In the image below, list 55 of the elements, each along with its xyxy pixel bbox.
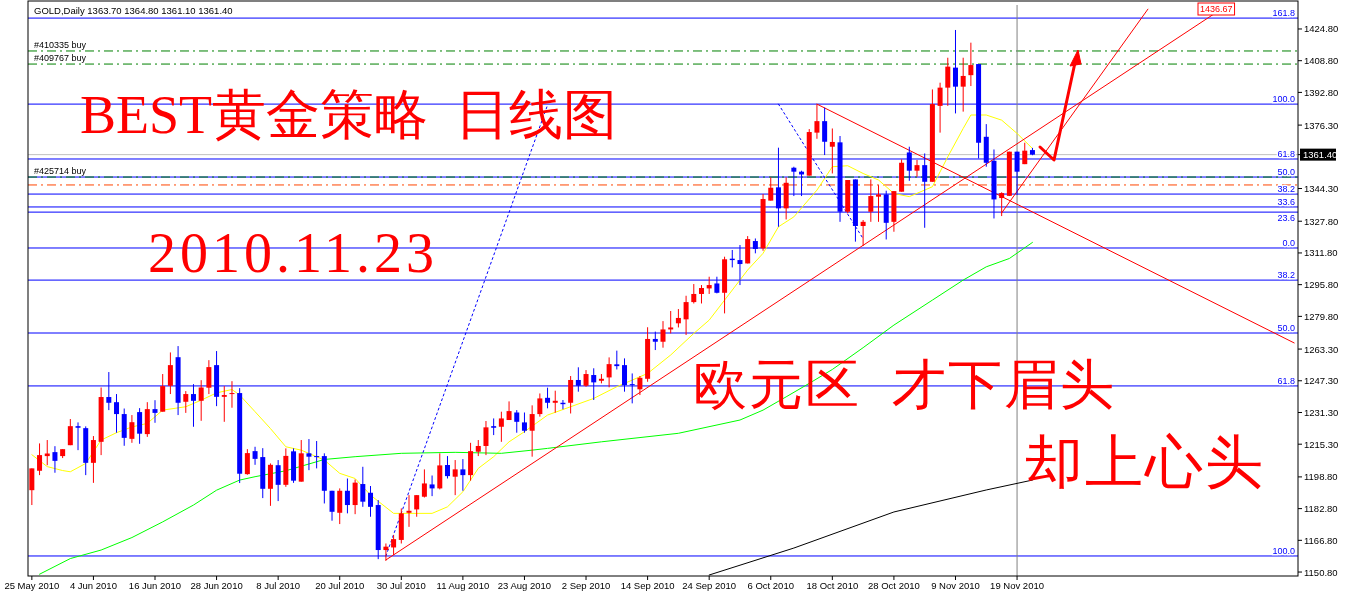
y-tick-label: 1311.80 (1304, 247, 1338, 259)
ref-line-label: #410335 buy (34, 39, 87, 50)
y-tick-label: 1247.30 (1304, 375, 1339, 387)
level-label: 23.6 (1277, 213, 1295, 224)
x-tick-label: 19 Nov 2010 (990, 580, 1044, 591)
level-label: 61.8 (1277, 375, 1295, 386)
level-label: 38.2 (1277, 184, 1295, 195)
x-tick-label: 16 Jun 2010 (128, 580, 182, 591)
y-tick-label: 1295.80 (1304, 279, 1339, 291)
x-tick-label: 24 Sep 2010 (682, 580, 737, 591)
level-label: 100.0 (1272, 546, 1295, 556)
level-label: 100.0 (1272, 94, 1295, 105)
x-tick-label: 25 May 2010 (4, 580, 60, 591)
x-tick-label: 6 Oct 2010 (747, 580, 794, 591)
x-tick-label: 18 Oct 2010 (806, 580, 859, 591)
x-tick-label: 30 Jul 2010 (376, 580, 426, 591)
annotation: 却上心头 (1025, 430, 1265, 495)
y-tick-label: 1166.80 (1304, 534, 1338, 546)
y-tick-label: 1150.80 (1304, 566, 1338, 578)
y-tick-label: 1408.80 (1304, 55, 1339, 67)
level-label: 161.8 (1272, 8, 1295, 19)
level-label: 50.0 (1277, 323, 1295, 333)
annotation: 1436.67 (1197, 2, 1236, 16)
y-tick-label: 1376.30 (1304, 119, 1339, 131)
x-tick-label: 14 Sep 2010 (620, 580, 675, 591)
level-label: 0.0 (1282, 238, 1295, 248)
x-tick-label: 11 Aug 2010 (436, 580, 490, 591)
ref-line-label: #425714 buy (34, 166, 87, 177)
y-tick-label: 1182.80 (1304, 503, 1338, 515)
x-tick-label: 4 Jun 2010 (69, 580, 117, 591)
ref-line-label: #409767 buy (34, 53, 87, 64)
y-tick-label: 1424.80 (1304, 23, 1339, 35)
level-label: 33.6 (1277, 196, 1295, 207)
x-tick-label: 28 Oct 2010 (868, 580, 920, 591)
ref-line: #409767 buy (27, 53, 1299, 65)
annotation: 2010.11.23 (148, 222, 438, 284)
level-label: 38.2 (1277, 270, 1295, 281)
chart-title: GOLD,Daily 1363.70 1364.80 1361.10 1361.40 (34, 5, 233, 16)
y-tick-label: 1392.80 (1304, 86, 1339, 98)
x-tick-label: 28 Jun 2010 (190, 580, 243, 591)
y-tick-label: 1231.30 (1304, 406, 1339, 418)
y-tick-label: 1344.30 (1304, 183, 1339, 195)
x-tick-label: 8 Jul 2010 (256, 580, 301, 591)
x-tick-label: 9 Nov 2010 (931, 580, 980, 591)
y-tick-label: 1263.30 (1304, 343, 1339, 355)
x-tick-label: 2 Sep 2010 (561, 580, 611, 591)
level-label: 50.0 (1277, 167, 1295, 178)
y-tick-label: 1198.80 (1304, 471, 1338, 483)
y-tick-label: 1279.80 (1304, 310, 1339, 322)
y-tick-label: 1327.80 (1304, 215, 1339, 227)
y-tick-label: 1215.30 (1304, 438, 1339, 450)
ref-line: #410335 buy (27, 40, 1299, 52)
x-tick-label: 23 Aug 2010 (497, 580, 552, 591)
x-tick-label: 20 Jul 2010 (315, 580, 365, 591)
level-label: 61.8 (1277, 149, 1295, 159)
